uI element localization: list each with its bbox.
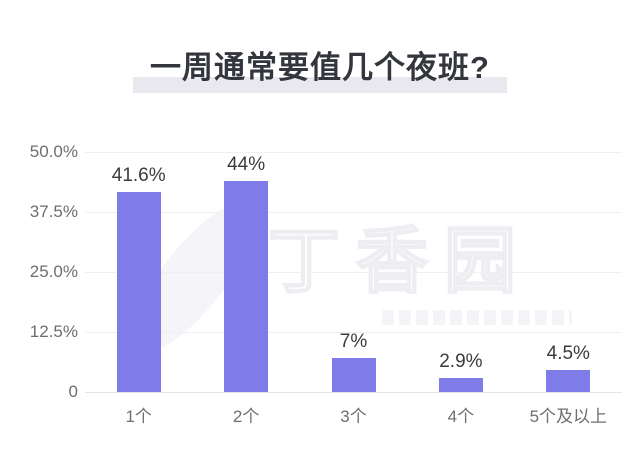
gridline bbox=[85, 272, 622, 273]
x-axis-category-label: 4个 bbox=[447, 407, 475, 426]
watermark-text: 丁香园 bbox=[267, 221, 533, 303]
bar-value-label: 44% bbox=[227, 153, 266, 175]
y-axis-tick-label: 0 bbox=[68, 382, 78, 401]
gridline bbox=[85, 152, 622, 153]
y-axis-tick-label: 25.0% bbox=[29, 262, 78, 281]
bar bbox=[116, 192, 161, 392]
chart-title-block: 一周通常要值几个夜班? bbox=[0, 48, 640, 96]
x-axis-category-label: 5个及以上 bbox=[529, 407, 608, 426]
bar bbox=[546, 370, 591, 392]
bar-value-label: 2.9% bbox=[439, 351, 483, 373]
y-axis-tick-label: 37.5% bbox=[29, 202, 78, 221]
x-axis-category-label: 3个 bbox=[340, 407, 367, 426]
title-highlight-band bbox=[133, 77, 507, 93]
gridline bbox=[85, 332, 622, 333]
bar bbox=[331, 358, 376, 392]
gridline bbox=[85, 212, 622, 213]
chart-title: 一周通常要值几个夜班? bbox=[150, 50, 490, 85]
x-axis-category-label: 1个 bbox=[125, 407, 152, 426]
bar-value-label: 4.5% bbox=[546, 343, 590, 365]
watermark-subline bbox=[382, 310, 572, 325]
x-axis-line bbox=[85, 392, 622, 393]
x-axis-category-label: 2个 bbox=[232, 407, 260, 426]
bar-value-label: 41.6% bbox=[111, 165, 166, 187]
bar bbox=[438, 378, 483, 392]
y-axis-tick-label: 50.0% bbox=[29, 142, 78, 161]
y-axis-tick-label: 12.5% bbox=[29, 322, 78, 341]
bar bbox=[224, 180, 269, 392]
bar-value-label: 7% bbox=[339, 331, 368, 353]
